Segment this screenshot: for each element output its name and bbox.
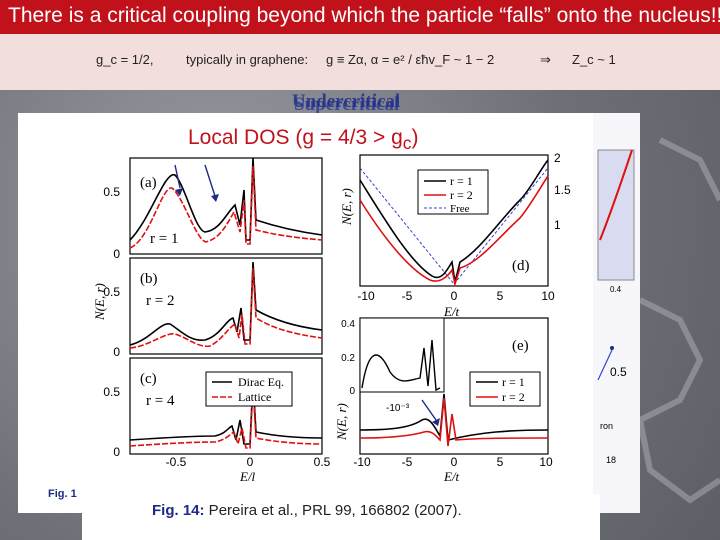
b-ytick-05: 0.5	[103, 285, 120, 299]
panel-e-r1	[359, 393, 549, 442]
panel-a-r: r = 1	[150, 231, 178, 247]
title-bar: There is a critical coupling beyond whic…	[0, 0, 720, 34]
e-xtick-4: 5	[497, 455, 504, 469]
panel-d-legend-r2: r = 2	[450, 188, 473, 202]
panel-b-r: r = 2	[146, 293, 174, 309]
panel-e-legend-r2: r = 2	[502, 390, 525, 404]
d-ytick-2: 2	[554, 151, 561, 165]
panel-c-dirac-curve	[129, 379, 323, 445]
e-xtick-2: -5	[402, 455, 413, 469]
panel-a-lattice-curve	[129, 165, 323, 249]
arrow-a2-icon	[204, 164, 216, 197]
arrow-a1-icon	[174, 164, 181, 189]
fig-caption-label: Fig. 14:	[152, 502, 205, 519]
d-ytick-15: 1.5	[554, 183, 571, 197]
panel-e-inset-curve	[361, 339, 441, 392]
panel-d-r2	[359, 175, 549, 288]
panel-b-lattice-curve	[129, 267, 323, 349]
critical-coupling-equation: g_c = 1/2,	[96, 52, 154, 67]
equation-band	[0, 34, 720, 90]
panel-c-frame	[129, 357, 323, 455]
panel-e-legend	[469, 371, 541, 407]
c-ytick-0: 0	[113, 445, 120, 459]
panel-b-label: (b)	[140, 271, 158, 287]
legend-lattice: Lattice	[238, 390, 271, 404]
left-xtick-05: 0.5	[314, 455, 331, 469]
undercritical-label: Undercritical	[292, 91, 401, 112]
fig-caption-text: Pereira et al., PRL 99, 166802 (2007).	[204, 502, 462, 519]
strip-tick-04: 0.4	[610, 285, 622, 294]
panel-c-lattice-curve	[129, 387, 323, 449]
legend-dirac: Dirac Eq.	[238, 375, 284, 389]
c-ytick-05: 0.5	[103, 385, 120, 399]
slide-title: There is a critical coupling beyond whic…	[8, 4, 720, 27]
ldos-title: Local DOS (g = 4/3 > gc)	[188, 126, 419, 154]
panel-d: r = 1 r = 2 Free (d) -10 -5 0 5 10 E/t N…	[339, 151, 571, 319]
e-xtick-5: 10	[539, 455, 553, 469]
left-panels: Dirac Eq. Lattice (a) r = 1 (b) r = 2 (c…	[92, 157, 331, 484]
e-ylabel: N(E, r)	[334, 403, 349, 441]
panel-e: 0.4 0.2 0 -10⁻³ (e) r = 1 r = 2 -10 -5 0…	[334, 317, 553, 484]
left-xlabel: E/l	[239, 469, 256, 484]
d-xtick-2: -5	[402, 289, 413, 303]
caption-left-fragment: Fig. 1	[48, 488, 77, 500]
strip-tick-05: 0.5	[610, 365, 627, 379]
supercritical-label: Supercritical	[294, 94, 400, 115]
e-inset-ytick-02: 0.2	[341, 353, 355, 364]
a-ytick-0: 0	[113, 247, 120, 261]
d-xlabel: E/t	[443, 304, 460, 319]
graphene-prefix: typically in graphene:	[186, 52, 309, 67]
d-xtick-4: 5	[497, 289, 504, 303]
d-ylabel: N(E, r)	[339, 188, 354, 226]
d-xtick-5: 10	[541, 289, 555, 303]
a-ytick-05: 0.5	[103, 185, 120, 199]
panel-b-dirac-curve	[129, 261, 323, 346]
d-ytick-1: 1	[554, 218, 561, 232]
e-xtick-1: -10	[353, 455, 371, 469]
panel-e-r2	[359, 397, 549, 447]
panel-a-frame	[129, 157, 323, 255]
left-ylabel: N(E, r)	[92, 283, 107, 321]
right-strip-graphics: 0.4 0.5 ron 18	[597, 149, 635, 465]
b-ytick-0: 0	[113, 345, 120, 359]
e-xlabel: E/t	[443, 469, 460, 484]
panel-b-frame	[129, 257, 323, 355]
d-xtick-1: -10	[357, 289, 375, 303]
left-xtick-neg05: -0.5	[166, 455, 187, 469]
left-legend	[205, 371, 293, 407]
panel-e-legend-r1: r = 1	[502, 375, 525, 389]
left-xtick-0: 0	[247, 455, 254, 469]
panel-e-label: (e)	[512, 338, 529, 354]
figure-caption: Fig. 14: Pereira et al., PRL 99, 166802 …	[82, 494, 600, 540]
e-inset-ytick-0: 0	[349, 386, 355, 397]
implies-arrow: ⇒	[540, 52, 551, 67]
panel-a-dirac-curve	[129, 157, 323, 241]
critical-charge-equation: Z_c ~ 1	[572, 52, 616, 67]
graphene-coupling-equation: g ≡ Zα, α = e² / εħv_F ~ 1 − 2	[326, 52, 495, 67]
panel-d-r1	[359, 159, 549, 283]
e-xtick-3: 0	[451, 455, 458, 469]
panel-e-arrow-icon	[421, 399, 437, 421]
e-inset-ytick-04: 0.4	[341, 319, 355, 330]
panel-d-label: (d)	[512, 258, 530, 274]
d-xtick-3: 0	[451, 289, 458, 303]
strip-fragment: ron	[600, 421, 613, 431]
strip-tick-18: 18	[606, 455, 616, 465]
panel-c-label: (c)	[140, 371, 157, 387]
panel-d-legend	[417, 169, 489, 215]
panel-d-legend-r1: r = 1	[450, 174, 473, 188]
panel-c-r: r = 4	[146, 393, 175, 409]
panel-d-legend-free: Free	[450, 203, 470, 215]
e-inset-xlabel: -10⁻³	[386, 403, 410, 414]
panel-a-label: (a)	[140, 175, 157, 191]
